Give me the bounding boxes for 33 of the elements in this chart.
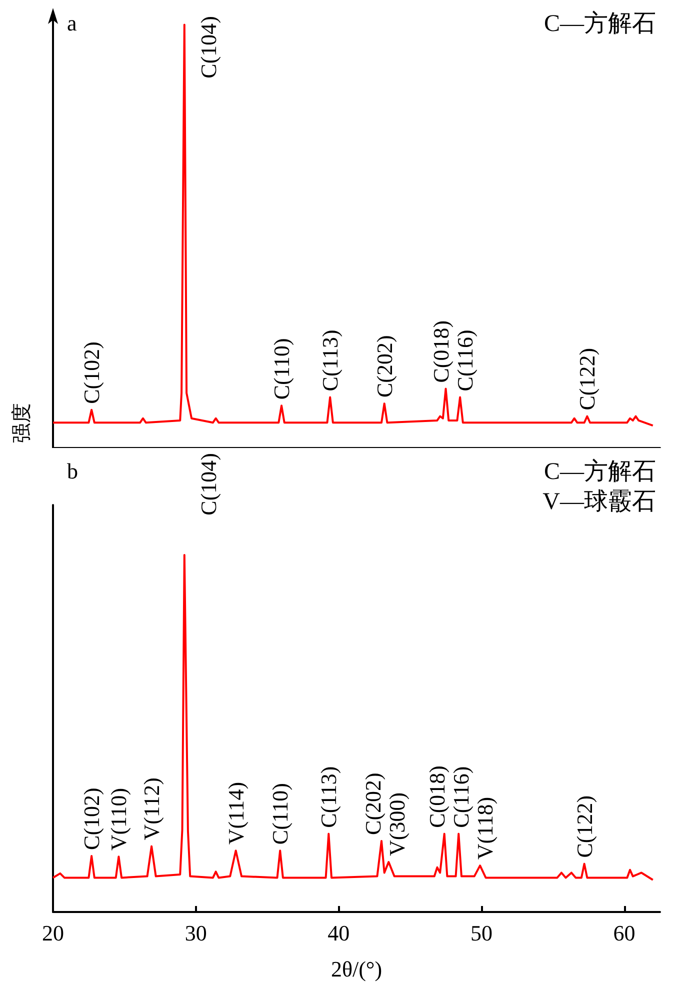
- annotation: C(104): [196, 16, 221, 78]
- annotation: a: [67, 10, 77, 36]
- annotation: C(122): [572, 795, 597, 858]
- text: C—方解石: [544, 458, 656, 485]
- x-tick-label: 50: [470, 920, 492, 946]
- annotation: C(018): [424, 765, 450, 828]
- annotation: V(118): [472, 796, 498, 860]
- x-tick-label: 40: [328, 920, 350, 946]
- annotation: C(202): [372, 335, 397, 398]
- x-tick-label: 30: [184, 920, 207, 946]
- x-tick-label: 20: [42, 920, 64, 946]
- annotation: C(102): [79, 342, 104, 404]
- text: b: [67, 458, 78, 484]
- text: V—球霰石: [542, 489, 656, 515]
- annotation: C(110): [268, 783, 293, 845]
- annotation: C(018): [428, 320, 454, 383]
- annotation: C(110): [269, 338, 294, 400]
- annotation: V(114): [223, 782, 248, 845]
- annotation: C(104): [196, 453, 221, 516]
- annotation: C(122): [574, 348, 600, 410]
- y-axis-title: 强度: [11, 403, 33, 443]
- annotation: C(113): [316, 766, 342, 828]
- annotation: C(116): [452, 330, 478, 392]
- annotation: C—方解石: [544, 10, 656, 37]
- annotation: C(102): [79, 788, 104, 850]
- annotation: V(112): [139, 778, 164, 840]
- x-tick-label: 60: [613, 920, 636, 946]
- annotation: C(202): [360, 772, 386, 835]
- annotation: C(113): [318, 330, 343, 392]
- annotation: V(110): [106, 788, 132, 851]
- annotation: V(300): [384, 792, 410, 856]
- annotation: C(116): [448, 766, 474, 828]
- x-axis-title: 2θ/(°): [330, 956, 382, 982]
